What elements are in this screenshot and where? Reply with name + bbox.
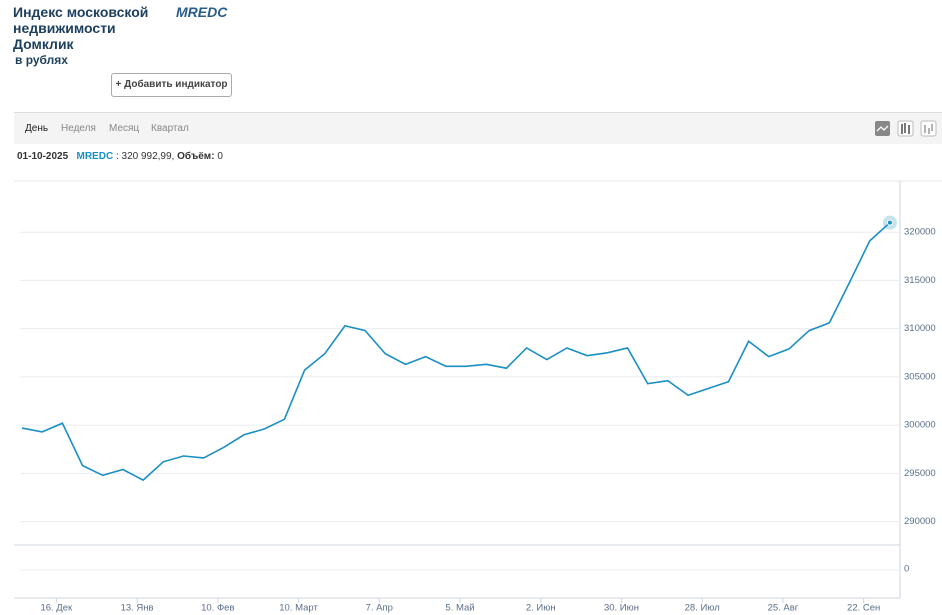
- y-tick-label: 320000: [904, 227, 936, 238]
- tab[interactable]: Неделя: [61, 123, 96, 134]
- y-tick-label: 295000: [904, 468, 936, 479]
- tab[interactable]: День: [25, 123, 49, 134]
- x-tick-label: 10. Фев: [201, 603, 234, 614]
- x-tick-label: 10. Март: [279, 603, 318, 614]
- x-tick-label: 16. Дек: [40, 603, 73, 614]
- info-volume: 0: [217, 151, 223, 162]
- volume-tick-label: 0: [904, 564, 909, 575]
- x-tick-label: 7. Апр: [366, 603, 393, 614]
- price-line: [21, 222, 891, 482]
- x-tick-label: 2. Июн: [526, 603, 556, 614]
- y-tick-label: 300000: [904, 420, 936, 431]
- ticker: MREDC: [176, 4, 228, 20]
- tab[interactable]: Квартал: [151, 123, 189, 134]
- x-tick-label: 30. Июн: [604, 603, 639, 614]
- info-volume-label: Объём:: [177, 151, 215, 162]
- x-tick-label: 5. Май: [445, 603, 474, 614]
- x-tick-label: 25. Авг: [768, 603, 799, 614]
- y-tick-label: 310000: [904, 323, 936, 334]
- info-value: : 320 992,99,: [115, 151, 175, 162]
- last-point: [886, 219, 893, 226]
- add-indicator-button[interactable]: + Добавить индикатор: [111, 73, 232, 97]
- chart-type-icons[interactable]: [874, 120, 938, 137]
- info-date: 01-10-2025: [17, 151, 69, 162]
- toolbar: День Неделя Месяц Квартал: [14, 112, 942, 144]
- subtitle: в рублях: [15, 53, 68, 67]
- tab[interactable]: Месяц: [109, 123, 140, 134]
- info-symbol: MREDC: [76, 151, 114, 162]
- y-tick-label: 290000: [904, 516, 936, 527]
- x-tick-label: 22. Сен: [847, 603, 880, 614]
- info-line: 01-10-2025 MREDC : 320 992,99, Объём: 0: [17, 151, 223, 162]
- title: Индекс московской недвижимости Домклик: [13, 4, 149, 52]
- y-tick-label: 305000: [904, 371, 936, 382]
- x-tick-label: 28. Июл: [685, 603, 720, 614]
- y-tick-label: 315000: [904, 275, 936, 286]
- x-tick-label: 13. Янв: [121, 603, 154, 614]
